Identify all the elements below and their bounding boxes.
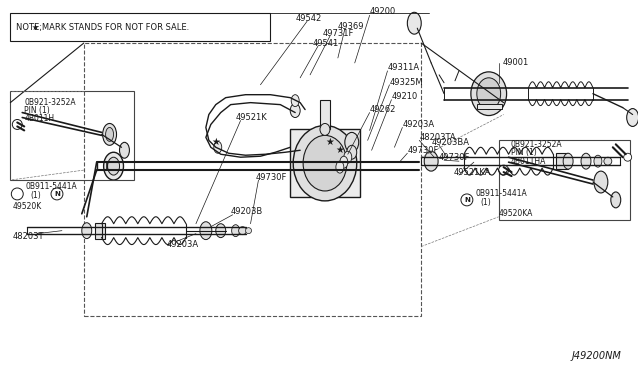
Ellipse shape [340, 156, 348, 168]
Ellipse shape [104, 152, 124, 180]
Circle shape [239, 227, 246, 235]
Ellipse shape [216, 224, 226, 238]
Bar [499, 140, 630, 220]
Circle shape [499, 165, 509, 175]
Bar [556, 153, 568, 169]
Text: 49325M: 49325M [390, 78, 423, 87]
Ellipse shape [82, 223, 92, 238]
Circle shape [624, 153, 632, 161]
Ellipse shape [200, 222, 212, 240]
Text: 0B921-3252A: 0B921-3252A [24, 98, 76, 107]
Text: 49520KA: 49520KA [499, 209, 533, 218]
Text: 49203B: 49203B [230, 207, 263, 216]
Text: 49311A: 49311A [387, 63, 420, 73]
Bar [95, 223, 104, 238]
Text: 0B921-3252A: 0B921-3252A [511, 140, 562, 149]
Circle shape [51, 188, 63, 200]
Text: 49203A: 49203A [403, 120, 435, 129]
Ellipse shape [293, 125, 356, 201]
Bar [290, 129, 360, 197]
Text: PIN (1): PIN (1) [24, 106, 50, 115]
Ellipse shape [471, 72, 507, 116]
Ellipse shape [290, 104, 300, 118]
Ellipse shape [106, 128, 113, 141]
Text: 49203A: 49203A [166, 240, 198, 249]
Ellipse shape [563, 153, 573, 169]
Ellipse shape [320, 124, 330, 135]
Ellipse shape [424, 151, 438, 171]
Text: 49001: 49001 [502, 58, 529, 67]
Ellipse shape [108, 157, 120, 175]
Ellipse shape [611, 192, 621, 208]
Circle shape [246, 228, 252, 234]
Ellipse shape [345, 132, 358, 152]
Ellipse shape [120, 142, 129, 158]
Text: 49210: 49210 [392, 92, 418, 101]
Text: 0B911-5441A: 0B911-5441A [476, 189, 527, 198]
Text: 48203T: 48203T [12, 232, 44, 241]
Text: ★ MARK STANDS FOR NOT FOR SALE.: ★ MARK STANDS FOR NOT FOR SALE. [16, 23, 189, 32]
Text: NOTE;: NOTE; [16, 23, 45, 32]
Text: 49542: 49542 [295, 14, 321, 23]
Text: 49730F: 49730F [407, 146, 438, 155]
Ellipse shape [336, 161, 344, 173]
Text: PIN (1): PIN (1) [511, 148, 536, 157]
Text: 49521K: 49521K [236, 113, 268, 122]
Ellipse shape [627, 109, 639, 126]
Circle shape [461, 194, 473, 206]
Text: 49521KA: 49521KA [454, 168, 492, 177]
Ellipse shape [407, 12, 421, 34]
Text: N: N [54, 191, 60, 197]
Text: ★: ★ [335, 145, 344, 155]
Text: 49520K: 49520K [12, 202, 42, 211]
Text: 0B911-5441A: 0B911-5441A [25, 183, 77, 192]
Text: 49203BA: 49203BA [431, 138, 469, 147]
Ellipse shape [594, 155, 602, 167]
Ellipse shape [214, 141, 221, 153]
Text: ★: ★ [326, 137, 334, 147]
Bar [477, 104, 502, 109]
Circle shape [604, 157, 612, 165]
Bar [320, 100, 330, 129]
Bar [84, 43, 421, 316]
Ellipse shape [594, 171, 608, 193]
Text: 49262: 49262 [370, 105, 396, 114]
Ellipse shape [303, 135, 347, 191]
Ellipse shape [102, 124, 116, 145]
Circle shape [12, 119, 22, 129]
Ellipse shape [581, 153, 591, 169]
Text: 4B011H: 4B011H [24, 114, 54, 123]
Text: 49369: 49369 [338, 22, 364, 31]
Ellipse shape [347, 145, 356, 159]
Circle shape [12, 188, 23, 200]
Ellipse shape [291, 95, 299, 107]
Text: J49200NM: J49200NM [571, 351, 621, 361]
Text: N: N [464, 197, 470, 203]
Text: (1): (1) [30, 192, 41, 201]
Text: 49731F: 49731F [323, 29, 355, 38]
Text: (1): (1) [481, 198, 492, 207]
Text: 49541: 49541 [313, 39, 339, 48]
Bar [10, 91, 134, 180]
Text: 48203TA: 48203TA [419, 133, 456, 142]
Text: 49730F: 49730F [255, 173, 287, 182]
Bar [10, 13, 270, 41]
Text: ★: ★ [211, 137, 220, 147]
Text: 4B011HA: 4B011HA [511, 157, 546, 166]
Ellipse shape [477, 78, 500, 110]
Ellipse shape [344, 151, 352, 163]
Text: 49200: 49200 [370, 7, 396, 16]
Text: 49730F: 49730F [439, 153, 470, 162]
Ellipse shape [232, 225, 239, 237]
